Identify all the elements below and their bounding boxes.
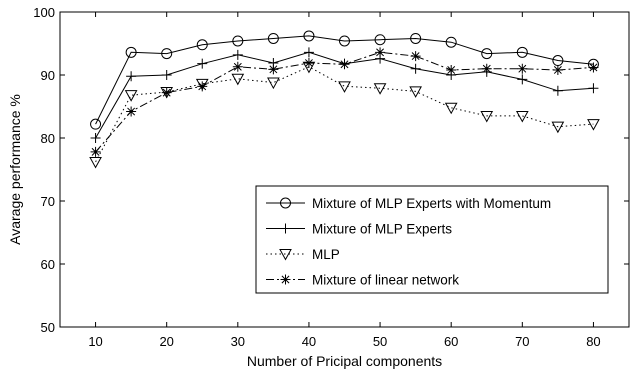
legend-entry-label: Mixture of MLP Experts [312,222,452,237]
legend-entry-label: MLP [312,247,340,262]
data-point [161,70,172,80]
data-point [126,106,137,117]
x-tick-label: 80 [586,334,600,349]
data-point [445,36,457,48]
series-2 [89,61,600,169]
y-tick-label: 60 [41,257,55,272]
legend-marker [280,223,291,234]
legend-marker [280,197,291,209]
data-point [587,119,600,131]
data-point [481,48,493,60]
legend-entry-label: Mixture of linear network [312,273,459,288]
x-axis-label: Number of Pricipal components [247,353,442,369]
legend-marker [280,274,291,285]
x-tick-label: 50 [373,334,387,349]
data-point [124,90,138,102]
data-point [339,59,350,70]
data-point [303,30,315,42]
y-tick-label: 50 [41,320,55,335]
data-point [588,83,599,94]
data-point [517,63,528,74]
data-point [552,64,563,75]
x-tick-label: 70 [515,334,529,349]
y-tick-label: 80 [41,131,55,146]
data-point [446,64,457,75]
data-point [196,39,208,51]
data-point [410,63,421,74]
data-point [481,63,492,74]
x-tick-label: 60 [444,334,458,349]
data-point [126,71,137,82]
data-point [232,35,244,47]
data-point [197,81,208,92]
data-point [125,46,137,58]
data-point [339,35,350,47]
data-point [161,87,172,98]
data-point [588,62,599,73]
legend-entry-label: Mixture of MLP Experts with Momentum [312,196,551,211]
data-point [410,51,421,62]
data-point [551,121,565,134]
data-point [410,32,422,44]
data-point [268,64,279,75]
data-point [303,58,314,69]
data-point [161,48,173,60]
series-line [95,35,594,125]
data-point [374,34,386,46]
data-point [303,47,314,58]
data-point [90,118,102,130]
data-point [515,110,529,123]
data-point [338,81,351,93]
series-0 [90,30,599,130]
data-point [409,86,422,98]
y-tick-label: 70 [41,194,55,209]
legend-box [255,185,609,294]
data-point [373,83,387,95]
data-point [444,102,458,115]
data-point [267,32,279,44]
data-point [516,46,528,58]
data-point [197,58,208,69]
x-tick-label: 10 [88,334,102,349]
data-point [517,74,528,85]
series-lines [89,30,600,169]
y-axis-label: Avarage performance % [7,94,23,245]
data-point [231,73,245,86]
legend-marker [279,249,292,261]
y-tick-label: 90 [41,68,55,83]
data-point [375,47,386,58]
data-point [552,85,563,96]
data-point [480,110,494,123]
y-tick-label: 100 [33,5,55,20]
data-point [267,77,280,90]
x-tick-label: 30 [231,334,245,349]
data-point [89,156,102,169]
x-tick-label: 20 [159,334,173,349]
x-tick-label: 40 [302,334,316,349]
data-point [90,133,101,143]
data-point [232,49,243,60]
series-3 [90,47,599,157]
data-point [90,146,101,157]
legend: Mixture of MLP Experts with Momentum Mixt… [255,185,609,294]
data-point [232,61,243,72]
